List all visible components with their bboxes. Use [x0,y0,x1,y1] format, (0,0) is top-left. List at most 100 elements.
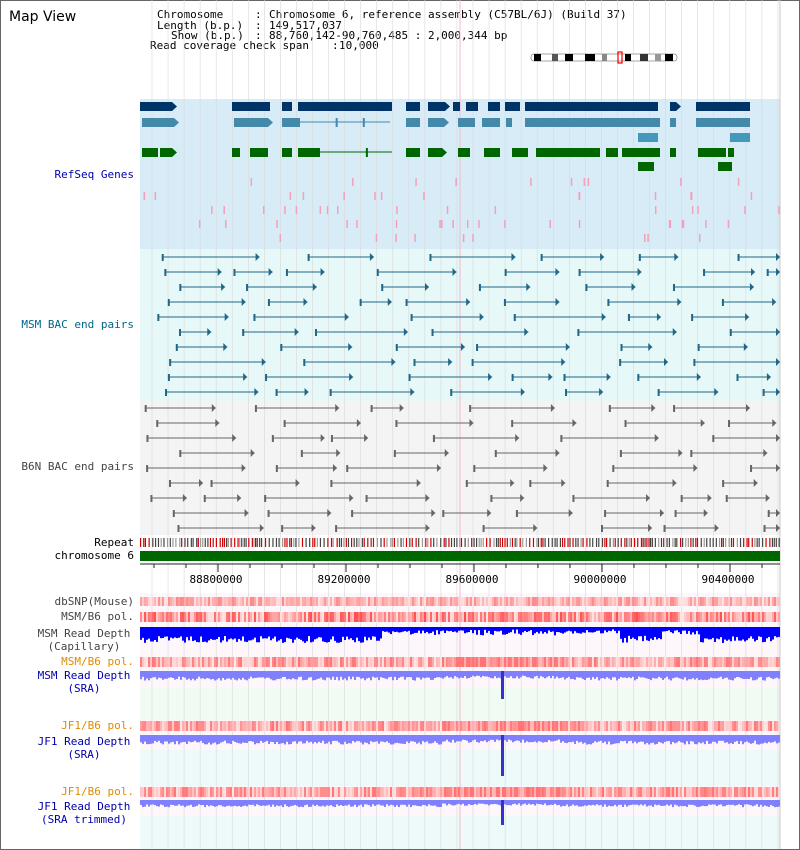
heat-cell [240,597,242,606]
depth-bar [216,627,218,640]
depth-bar [210,671,212,680]
depth-bar [292,671,294,679]
heat-cell [420,612,422,622]
chromosome-ideogram[interactable] [530,51,678,64]
depth-bar [610,627,612,632]
depth-bar [674,671,676,678]
depth-bar [604,800,606,805]
heat-cell [442,657,444,667]
msm-bac-track[interactable] [157,253,780,396]
heat-cell [294,612,296,622]
repeat-element [227,538,229,547]
heat-cell [738,612,740,622]
depth-bar [304,800,306,806]
heat-cell [714,787,716,797]
depth-bar [302,671,304,681]
depth-bar [212,671,214,679]
heat-cell [736,612,738,622]
depth-bar [286,671,288,680]
depth-bar [464,735,466,740]
depth-bar [432,627,434,632]
heat-cell [666,612,668,622]
heat-cell [530,597,532,606]
heat-cell [748,612,750,622]
heat-cell [328,657,330,667]
heat-cell [582,657,584,667]
heat-cell [152,721,154,731]
depth-bar [534,800,536,806]
b6n-bac-end [365,495,368,502]
depth-bar [174,800,176,806]
heat-cell [520,721,522,731]
repeat-element [758,538,760,547]
heat-cell [498,721,500,731]
heat-cell [662,612,664,622]
depth-bar [686,800,688,807]
heat-cell [412,597,414,606]
heat-cell [748,597,750,606]
heat-cell [682,787,684,797]
msm-bac-end [561,358,566,366]
depth-bar [636,627,638,641]
b6n-bac-track[interactable] [144,404,780,532]
heat-cell [326,657,328,667]
depth-bar [470,735,472,743]
depth-bar [766,671,768,678]
heat-cell [740,721,742,731]
label-msm-bac: MSM BAC end pairs [21,318,134,331]
heat-cell [296,612,298,622]
heat-cell [538,597,540,606]
depth-bar [744,627,746,642]
gene-fragment [396,206,398,214]
repeat-element [343,538,345,547]
depth-bar [216,800,218,807]
heat-cell [296,597,298,606]
b6n-bac-end [172,510,175,517]
ideogram-band [655,54,661,61]
heat-cell [434,597,436,606]
refseq-genes-track[interactable] [140,102,780,242]
heat-cell [570,612,572,622]
depth-bar [432,800,434,806]
depth-bar [334,627,336,641]
heat-cell [546,721,548,731]
depth-bar [338,800,340,806]
depth-bar [382,735,384,742]
heat-cell [436,787,438,797]
heat-cell [608,721,610,731]
depth-bar [624,627,626,638]
msm-bac-end [729,329,732,336]
depth-bar [240,627,242,641]
heat-cell [326,787,328,797]
msm-bac-end [657,389,660,396]
heat-cell [626,657,628,667]
depth-bar [480,800,482,804]
gene-fragment [472,234,474,242]
depth-bar [250,800,252,805]
depth-bar [696,735,698,745]
heat-cell [416,597,418,606]
heat-cell [474,612,476,622]
depth-bar [208,671,210,679]
heat-cell [632,612,634,622]
depth-bar [384,671,386,679]
heat-cell [524,787,526,797]
depth-bar [424,671,426,679]
heat-cell [762,612,764,622]
heat-cell [310,721,312,731]
gene-arrow [445,102,450,111]
heat-cell [170,787,172,797]
gene-block [728,148,734,157]
depth-bar [392,627,394,632]
heat-cell [588,787,590,797]
heat-cell [712,597,714,606]
depth-bar [720,671,722,677]
repeat-element [330,538,333,547]
depth-bar [736,671,738,677]
depth-bar [430,671,432,680]
repeat-element [212,538,214,547]
repeat-element [268,538,270,547]
depth-bar [346,627,348,637]
repeat-track[interactable] [140,538,780,547]
heat-cell [236,721,238,731]
